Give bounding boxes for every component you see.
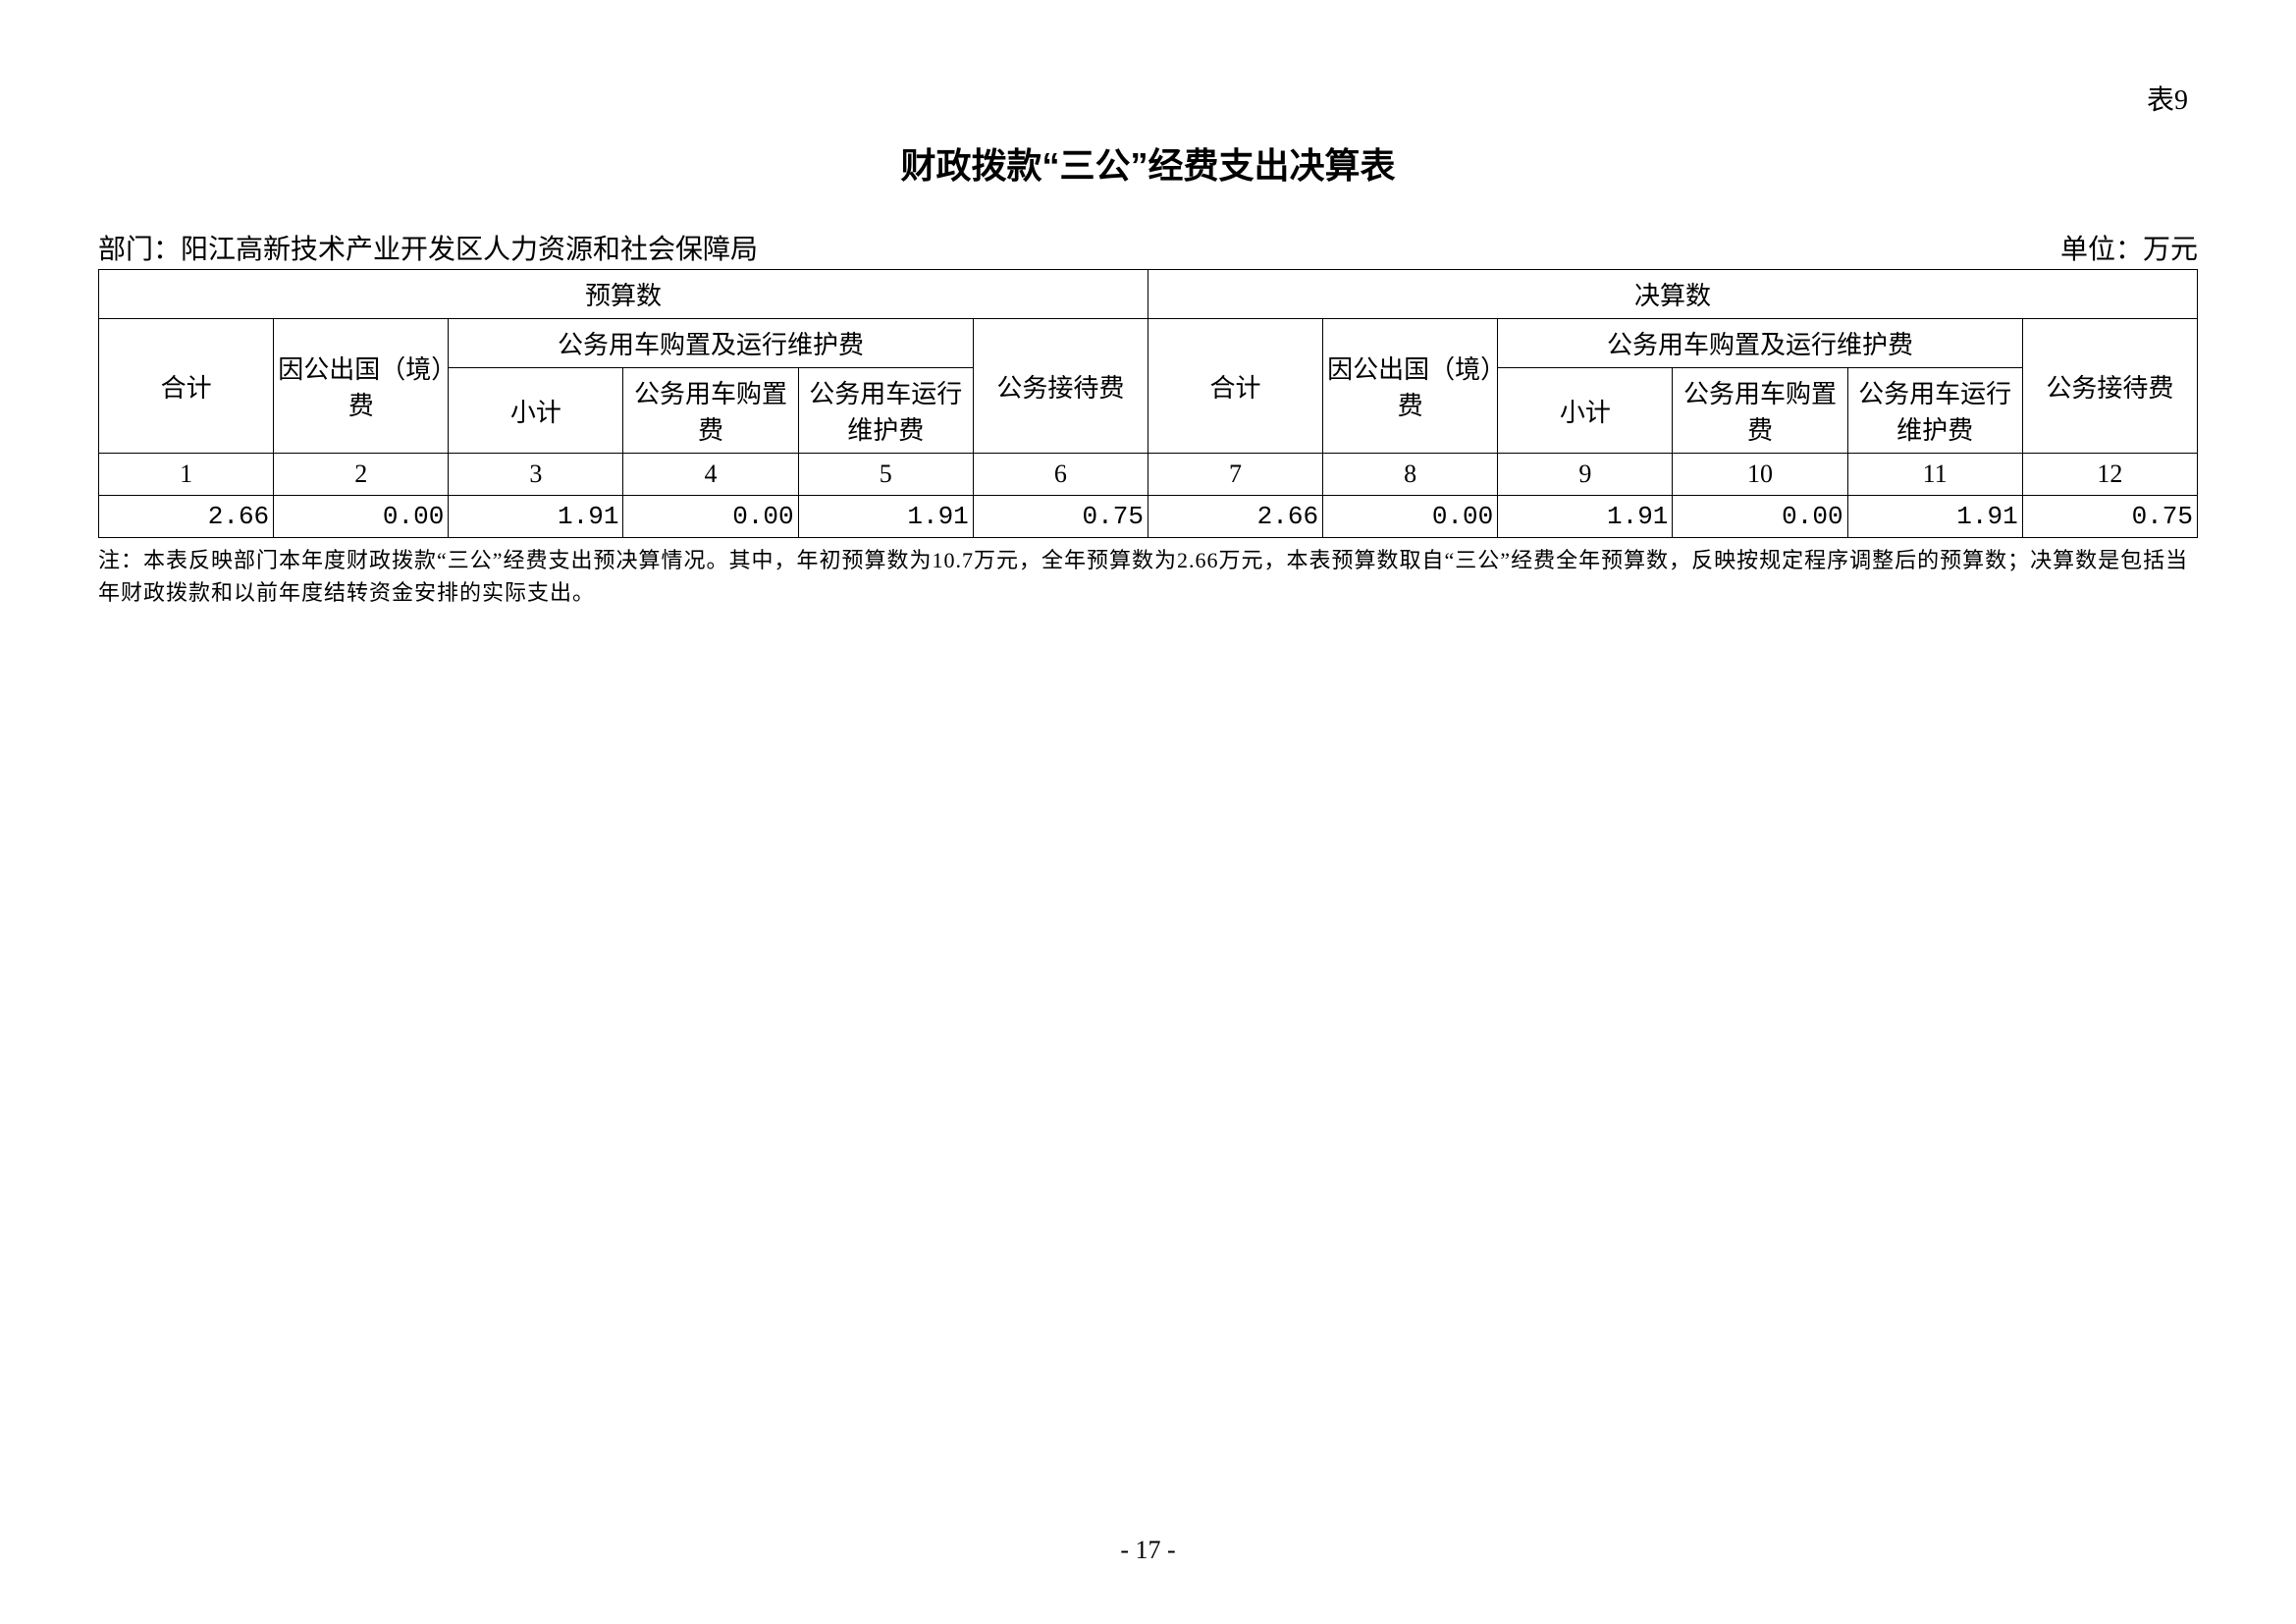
data-cell: 1.91 [1498, 496, 1673, 538]
header-vehicle-group-1: 公务用车购置及运行维护费 [449, 319, 973, 368]
col-num: 3 [449, 454, 623, 496]
col-num: 5 [798, 454, 973, 496]
col-num: 7 [1148, 454, 1322, 496]
header-vehicle-purchase-2: 公务用车购置费 [1673, 368, 1847, 454]
data-cell: 0.00 [1323, 496, 1498, 538]
header-vehicle-operation-2: 公务用车运行维护费 [1847, 368, 2022, 454]
header-vehicle-purchase-1: 公务用车购置费 [623, 368, 798, 454]
header-subtotal-1: 小计 [449, 368, 623, 454]
column-number-row: 1 2 3 4 5 6 7 8 9 10 11 12 [99, 454, 2198, 496]
data-cell: 0.75 [2022, 496, 2197, 538]
data-cell: 1.91 [798, 496, 973, 538]
data-cell: 2.66 [99, 496, 274, 538]
header-settlement: 决算数 [1148, 270, 2197, 319]
header-subtotal-2: 小计 [1498, 368, 1673, 454]
col-num: 4 [623, 454, 798, 496]
col-num: 11 [1847, 454, 2022, 496]
header-abroad-1: 因公出国（境）费 [274, 319, 449, 454]
department-label: 部门：阳江高新技术产业开发区人力资源和社会保障局 [98, 228, 758, 267]
data-cell: 0.00 [274, 496, 449, 538]
table-label: 表9 [98, 79, 2198, 118]
header-budget: 预算数 [99, 270, 1148, 319]
page-number: - 17 - [0, 1536, 2296, 1565]
col-num: 9 [1498, 454, 1673, 496]
unit-label: 单位：万元 [2060, 228, 2198, 267]
header-vehicle-operation-1: 公务用车运行维护费 [798, 368, 973, 454]
budget-table: 预算数 决算数 合计 因公出国（境）费 公务用车购置及运行维护费 公务接待费 合… [98, 269, 2198, 538]
col-num: 8 [1323, 454, 1498, 496]
col-num: 6 [973, 454, 1148, 496]
footnote: 注：本表反映部门本年度财政拨款“三公”经费支出预决算情况。其中，年初预算数为10… [98, 544, 2198, 609]
data-cell: 0.00 [623, 496, 798, 538]
header-vehicle-group-2: 公务用车购置及运行维护费 [1498, 319, 2022, 368]
col-num: 10 [1673, 454, 1847, 496]
header-total-1: 合计 [99, 319, 274, 454]
header-reception-1: 公务接待费 [973, 319, 1148, 454]
data-row: 2.66 0.00 1.91 0.00 1.91 0.75 2.66 0.00 … [99, 496, 2198, 538]
header-reception-2: 公务接待费 [2022, 319, 2197, 454]
data-cell: 2.66 [1148, 496, 1322, 538]
header-abroad-2: 因公出国（境）费 [1323, 319, 1498, 454]
meta-row: 部门：阳江高新技术产业开发区人力资源和社会保障局 单位：万元 [98, 228, 2198, 267]
data-cell: 0.75 [973, 496, 1148, 538]
col-num: 1 [99, 454, 274, 496]
data-cell: 1.91 [449, 496, 623, 538]
header-total-2: 合计 [1148, 319, 1322, 454]
col-num: 12 [2022, 454, 2197, 496]
data-cell: 0.00 [1673, 496, 1847, 538]
page-title: 财政拨款“三公”经费支出决算表 [98, 137, 2198, 189]
data-cell: 1.91 [1847, 496, 2022, 538]
col-num: 2 [274, 454, 449, 496]
